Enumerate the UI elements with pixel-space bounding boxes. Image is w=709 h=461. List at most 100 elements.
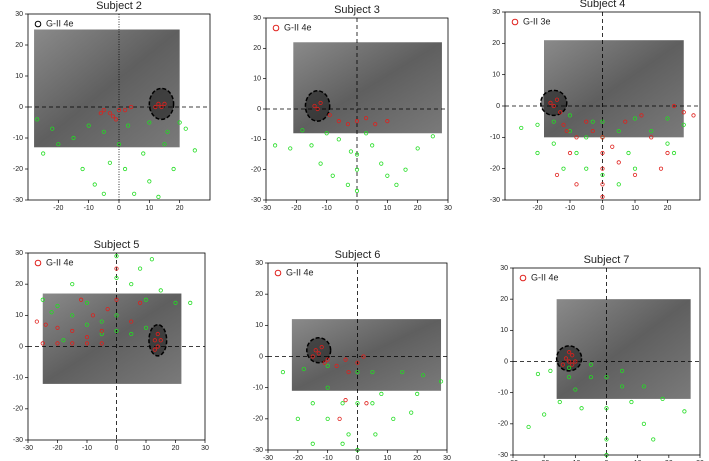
y-tick-label: 30 <box>255 260 263 267</box>
x-tick-label: 0 <box>601 205 605 212</box>
point <box>430 134 435 139</box>
point <box>132 191 137 196</box>
point <box>116 142 122 147</box>
point <box>158 288 163 293</box>
point <box>295 416 300 421</box>
point <box>49 310 54 315</box>
point <box>619 368 625 373</box>
point <box>564 128 569 134</box>
y-tick-label: 30 <box>15 11 23 18</box>
point <box>84 335 90 340</box>
point <box>588 362 594 367</box>
point <box>551 103 556 109</box>
point <box>310 354 315 359</box>
point <box>354 188 360 193</box>
point <box>147 120 152 125</box>
y-tick-label: -20 <box>498 421 508 428</box>
point <box>300 128 305 133</box>
point <box>325 363 330 368</box>
point <box>340 401 345 406</box>
point <box>143 325 149 330</box>
point <box>336 137 341 142</box>
point <box>55 303 60 309</box>
optic-disc <box>148 323 168 357</box>
panel-title: Subject 6 <box>335 249 381 261</box>
point <box>155 331 160 337</box>
point <box>114 275 119 281</box>
x-tick-label: 20 <box>176 205 184 212</box>
point <box>173 300 178 305</box>
point <box>579 406 584 411</box>
point <box>288 146 293 151</box>
point <box>34 117 40 122</box>
point <box>600 194 605 199</box>
point <box>110 114 116 119</box>
point <box>318 100 323 106</box>
y-tick-label: 10 <box>500 327 508 334</box>
point <box>86 123 91 128</box>
point <box>548 368 553 373</box>
point <box>519 125 524 131</box>
legend-marker <box>519 274 527 282</box>
point <box>373 122 378 127</box>
point <box>56 142 61 147</box>
x-tick-label: 0 <box>605 460 609 461</box>
point <box>280 369 286 375</box>
x-tick-label: 20 <box>414 205 422 212</box>
point <box>70 328 75 334</box>
point <box>116 108 122 113</box>
point <box>526 424 531 430</box>
x-tick-label: -20 <box>52 445 62 452</box>
point <box>641 384 647 389</box>
point <box>400 369 405 375</box>
legend-label: G-II 3e <box>523 16 551 26</box>
point <box>334 363 339 368</box>
x-tick-label: -30 <box>23 445 33 452</box>
y-tick-label: -10 <box>251 136 261 143</box>
point <box>649 128 654 134</box>
x-tick-label: 0 <box>115 445 119 452</box>
point <box>370 143 375 148</box>
point <box>590 128 595 134</box>
point <box>122 108 128 113</box>
panel: Subject 7 -30 -20 -10 0 10 20 30 -30 -20 -10 0 10 20 3… <box>498 254 704 461</box>
point <box>535 122 540 127</box>
x-tick-label: 10 <box>383 205 391 212</box>
y-tick-label: -30 <box>13 437 23 444</box>
point <box>573 387 578 392</box>
point <box>600 182 605 187</box>
optic-disc <box>540 89 568 117</box>
point <box>155 344 160 349</box>
point <box>364 401 369 406</box>
y-tick-label: -30 <box>498 452 508 459</box>
point <box>574 182 579 187</box>
point <box>122 166 128 172</box>
point <box>639 113 644 118</box>
point <box>409 410 414 415</box>
legend-marker <box>274 269 282 277</box>
point <box>340 441 345 446</box>
point <box>70 313 75 318</box>
x-tick-label: 10 <box>383 455 391 461</box>
point <box>330 173 335 178</box>
point <box>129 104 134 110</box>
point <box>682 409 687 414</box>
point <box>337 416 342 421</box>
point <box>681 110 686 115</box>
x-tick-label: -20 <box>532 205 542 212</box>
point <box>107 160 113 165</box>
x-tick-label: 10 <box>631 205 639 212</box>
point <box>101 129 106 134</box>
point <box>584 135 589 140</box>
point <box>325 416 330 421</box>
point <box>105 306 110 312</box>
x-tick-label: 30 <box>443 455 451 461</box>
y-tick-label: 30 <box>500 265 508 272</box>
point <box>373 432 378 437</box>
point <box>345 122 350 127</box>
point <box>138 300 143 305</box>
y-tick-label: 30 <box>253 15 261 22</box>
y-tick-label: 30 <box>15 250 23 257</box>
point <box>551 119 556 124</box>
point <box>421 373 426 378</box>
